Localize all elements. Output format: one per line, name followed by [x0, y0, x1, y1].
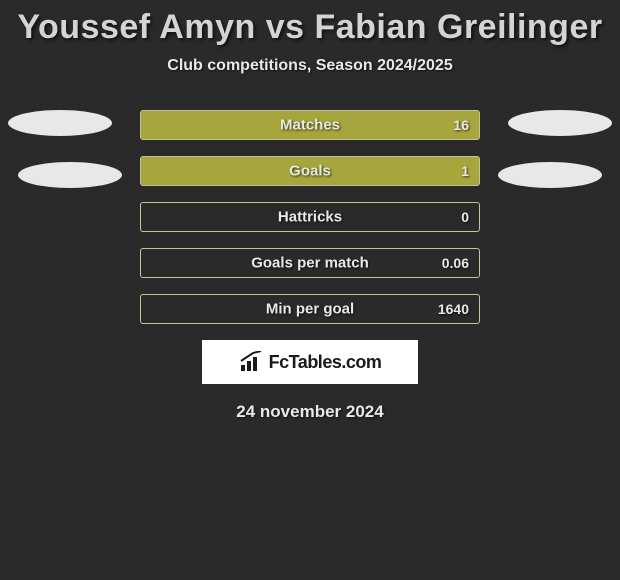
date-line: 24 november 2024 — [0, 402, 620, 422]
stat-value: 0.06 — [442, 255, 469, 271]
stat-label: Matches — [280, 117, 340, 134]
stat-row-min-per-goal: Min per goal 1640 — [140, 294, 480, 324]
comparison-card: Youssef Amyn vs Fabian Greilinger Club c… — [0, 0, 620, 422]
stat-row-matches: Matches 16 — [140, 110, 480, 140]
stat-row-hattricks: Hattricks 0 — [140, 202, 480, 232]
stat-value: 1640 — [438, 301, 469, 317]
stat-value: 1 — [461, 163, 469, 179]
stat-value: 16 — [453, 117, 469, 133]
stat-label: Goals — [289, 163, 331, 180]
stat-bars: Matches 16 Goals 1 Hattricks 0 Goals per… — [140, 110, 480, 324]
subtitle: Club competitions, Season 2024/2025 — [0, 57, 620, 75]
player-marker-left-1 — [8, 110, 112, 136]
stats-area: Matches 16 Goals 1 Hattricks 0 Goals per… — [0, 110, 620, 422]
player-marker-right-1 — [508, 110, 612, 136]
logo-inner: FcTables.com — [239, 351, 382, 373]
stat-value: 0 — [461, 209, 469, 225]
brand-logo: FcTables.com — [202, 340, 418, 384]
player-marker-right-2 — [498, 162, 602, 188]
stat-row-goals: Goals 1 — [140, 156, 480, 186]
stat-label: Min per goal — [266, 301, 354, 318]
page-title: Youssef Amyn vs Fabian Greilinger — [0, 8, 620, 47]
player-marker-left-2 — [18, 162, 122, 188]
stat-label: Hattricks — [278, 209, 342, 226]
logo-text: FcTables.com — [269, 352, 382, 373]
stat-label: Goals per match — [251, 255, 369, 272]
stat-row-goals-per-match: Goals per match 0.06 — [140, 248, 480, 278]
chart-icon — [239, 351, 265, 373]
